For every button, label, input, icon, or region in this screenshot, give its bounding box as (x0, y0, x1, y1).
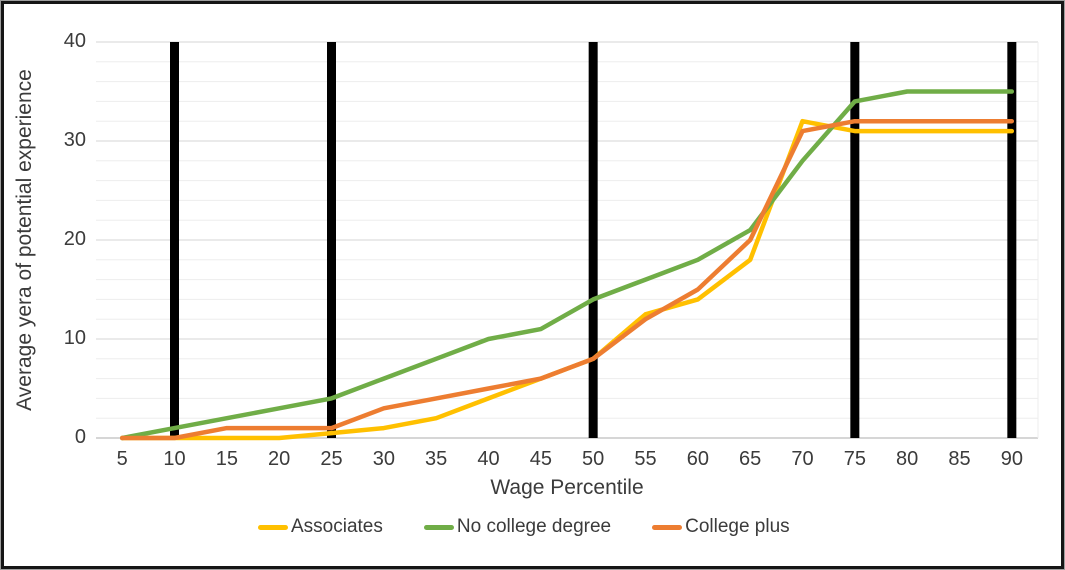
x-tick-label-60: 60 (686, 448, 709, 470)
x-tick-label-25: 25 (320, 448, 343, 470)
x-tick-label-80: 80 (896, 448, 919, 470)
wage-experience-line-chart: Average yera of potential experience 0 10… (4, 4, 1061, 566)
x-tick-label-70: 70 (791, 448, 814, 470)
legend-swatch-no-college-degree (423, 524, 454, 530)
series-line-college-plus (119, 118, 1015, 441)
x-tick-label-5: 5 (116, 448, 128, 470)
y-tick-label-30: 30 (63, 129, 86, 151)
x-tick-label-30: 30 (372, 448, 395, 470)
y-tick-label-10: 10 (63, 327, 86, 349)
x-tick-label-90: 90 (1000, 448, 1023, 470)
legend-label-associates: Associates (291, 516, 383, 537)
x-tick-label-65: 65 (739, 448, 762, 470)
percentile-highlight-bar-25 (327, 42, 336, 438)
x-tick-label-40: 40 (477, 448, 500, 470)
legend-swatch-college-plus (652, 524, 683, 530)
legend: Associates No college degree College plus (258, 516, 790, 538)
legend-swatch-associates (258, 524, 288, 530)
legend-label-no-college-degree: No college degree (456, 516, 612, 537)
percentile-highlight-bar-75 (850, 42, 860, 438)
legend-label-college-plus: College plus (685, 516, 790, 537)
y-tick-label-20: 20 (63, 228, 86, 250)
x-axis-title: Wage Percentile (490, 476, 644, 499)
x-tick-label-20: 20 (268, 448, 291, 470)
x-tick-label-55: 55 (634, 448, 657, 470)
x-tick-label-75: 75 (843, 448, 866, 470)
x-tick-label-15: 15 (215, 448, 238, 470)
x-tick-label-85: 85 (948, 448, 971, 470)
percentile-highlight-bar-50 (588, 42, 598, 438)
x-tick-label-45: 45 (529, 448, 552, 470)
legend-item-no-college-degree: No college degree (423, 516, 612, 538)
x-tick-label-35: 35 (425, 448, 448, 470)
legend-item-associates: Associates (258, 516, 383, 538)
y-tick-label-40: 40 (63, 30, 86, 52)
legend-item-college-plus: College plus (652, 516, 790, 538)
plot-area (96, 41, 1039, 441)
y-tick-label-0: 0 (74, 426, 86, 448)
percentile-highlight-bar-90 (1007, 42, 1017, 438)
series-line-no-college-degree (119, 89, 1015, 441)
percentile-highlight-bar-10 (170, 42, 179, 438)
x-tick-label-10: 10 (163, 448, 186, 470)
x-tick-label-50: 50 (582, 448, 605, 470)
